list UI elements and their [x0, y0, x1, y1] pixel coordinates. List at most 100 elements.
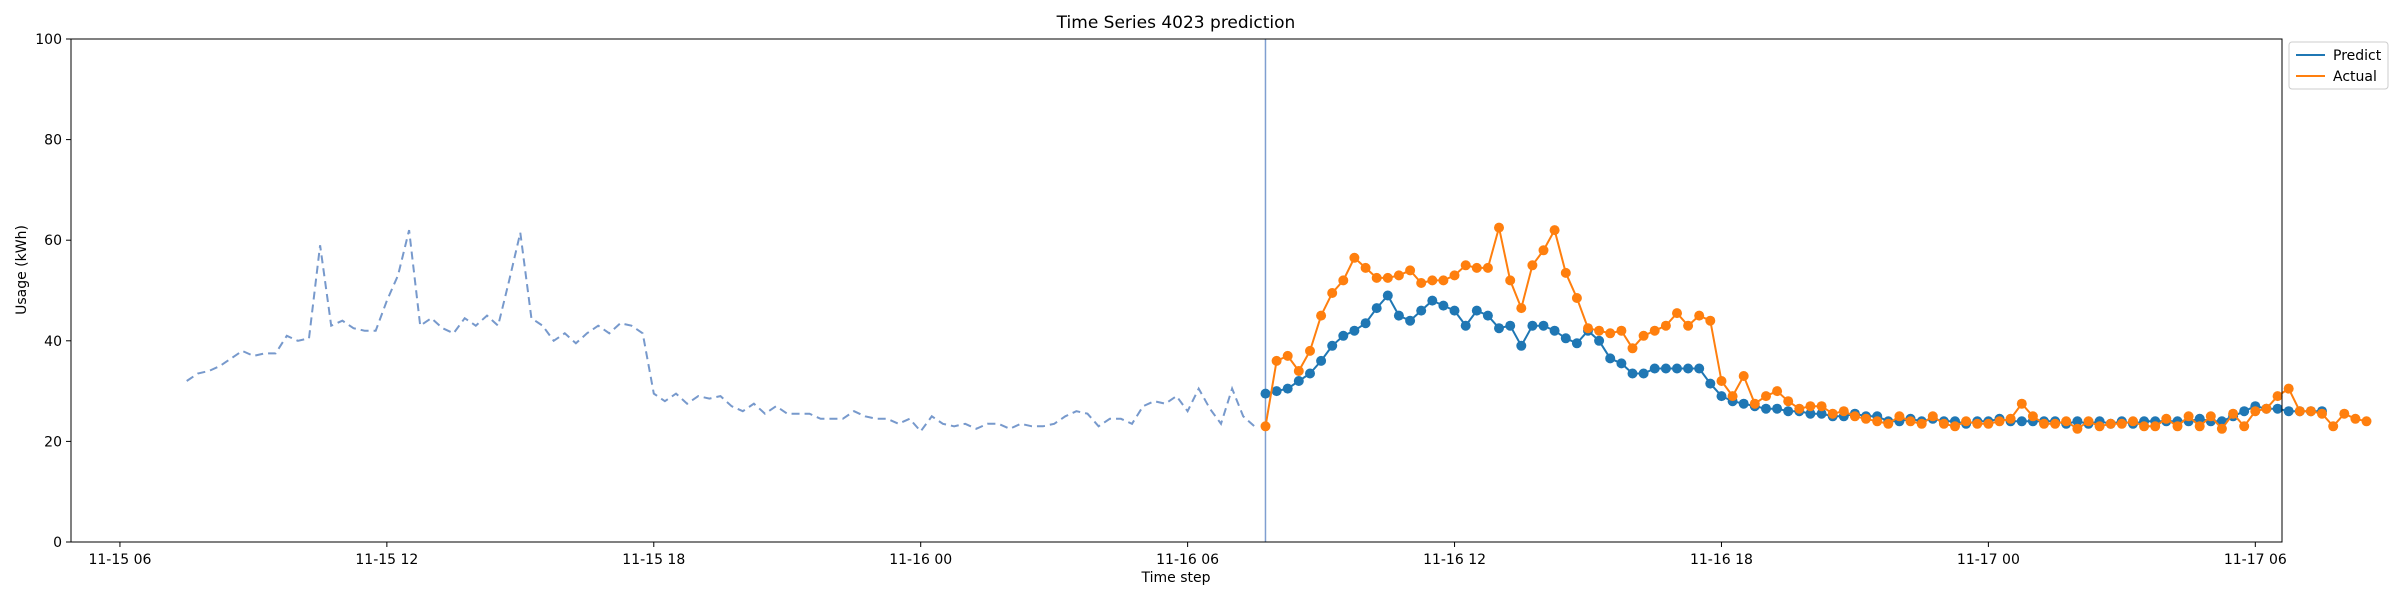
plot-frame	[70, 38, 2283, 543]
x-tick-label: 11-16 18	[1690, 552, 1753, 568]
plot-area	[70, 38, 2372, 543]
actual-point	[2183, 411, 2194, 422]
actual-point	[1950, 421, 1960, 432]
actual-point	[2317, 408, 2327, 419]
actual-point	[2216, 423, 2227, 434]
x-axis: 11-15 06 11-15 12 11-15 18 11-16 00 11-16 06…	[88, 542, 2287, 568]
actual-point	[1549, 225, 1560, 236]
actual-point	[1838, 406, 1849, 417]
predict-point	[2016, 416, 2027, 427]
actual-point	[1305, 345, 1315, 356]
predict-point	[1505, 320, 1516, 331]
predict-points	[1260, 290, 2327, 429]
predict-point	[1716, 391, 1727, 402]
legend-frame	[2288, 41, 2389, 90]
x-tick-label: 11-16 06	[1156, 552, 1219, 568]
actual-point	[1683, 320, 1694, 331]
actual-point	[2205, 411, 2216, 422]
actual-point	[2139, 421, 2150, 432]
y-tick-label: 20	[44, 434, 62, 450]
y-tick-label: 100	[35, 32, 62, 48]
predict-point	[1738, 398, 1749, 409]
actual-point	[1927, 411, 1938, 422]
actual-point	[2016, 398, 2027, 409]
actual-point	[1349, 252, 1360, 263]
actual-point	[1560, 267, 1571, 278]
actual-point	[2116, 418, 2127, 429]
actual-point	[1705, 315, 1716, 326]
predict-point	[1571, 338, 1582, 349]
actual-point	[1660, 320, 1671, 331]
x-tick-label: 11-15 06	[88, 552, 151, 568]
actual-point	[1494, 222, 1504, 233]
actual-point	[2350, 413, 2361, 424]
actual-point	[1849, 411, 1860, 422]
predict-point	[1594, 335, 1605, 346]
legend-actual-label: Actual	[2333, 69, 2377, 85]
predict-point	[1672, 363, 1682, 374]
predict-point	[2272, 403, 2283, 414]
x-tick-label: 11-15 18	[622, 552, 685, 568]
x-tick-label: 11-16 12	[1423, 552, 1486, 568]
actual-point	[2294, 406, 2305, 417]
actual-point	[2194, 421, 2205, 432]
predict-point	[1293, 376, 1304, 386]
actual-point	[1405, 265, 1416, 276]
predict-point	[1338, 330, 1349, 341]
y-tick-label: 0	[53, 535, 62, 551]
actual-point	[1571, 293, 1582, 303]
predict-point	[1638, 368, 1649, 379]
predict-point	[1382, 290, 1393, 301]
predict-point	[1393, 310, 1404, 321]
x-tick-label: 11-16 00	[889, 552, 952, 568]
predict-point	[1460, 320, 1471, 331]
actual-point	[2272, 391, 2283, 402]
predict-point	[1805, 408, 1816, 419]
predict-point	[1371, 303, 1382, 314]
predict-point	[1327, 340, 1338, 351]
actual-line	[1264, 227, 2367, 431]
actual-point	[1672, 308, 1682, 319]
actual-point	[1972, 418, 1983, 429]
actual-point	[2072, 423, 2083, 434]
predict-point	[1516, 340, 1527, 351]
predict-point	[1482, 310, 1493, 321]
actual-point	[1694, 310, 1705, 321]
x-tick-label: 11-17 06	[2224, 552, 2287, 568]
predict-point	[1427, 295, 1438, 306]
actual-point	[1527, 260, 1538, 271]
actual-point	[1382, 272, 1393, 283]
history-line	[186, 229, 1256, 433]
actual-point	[1260, 421, 1271, 432]
predict-point	[1360, 318, 1371, 329]
actual-point	[2027, 411, 2038, 422]
actual-point	[2083, 416, 2094, 427]
actual-point	[1327, 288, 1338, 298]
y-tick-label: 80	[44, 133, 62, 149]
predict-point	[1616, 358, 1627, 369]
predict-point	[2194, 413, 2205, 424]
actual-point	[2283, 383, 2294, 394]
actual-point	[2161, 413, 2172, 424]
actual-point	[1616, 325, 1627, 336]
x-tick-label: 11-17 00	[1957, 552, 2020, 568]
predict-point	[1649, 363, 1660, 374]
predict-point	[1761, 403, 1771, 414]
actual-point	[2050, 418, 2061, 429]
actual-point	[2261, 403, 2272, 414]
actual-point	[1905, 416, 1916, 427]
predict-point	[1694, 363, 1705, 374]
predict-point	[1527, 320, 1538, 331]
actual-point	[1416, 278, 1427, 288]
actual-point	[1872, 416, 1883, 427]
chart-title: Time Series 4023 prediction	[1056, 13, 1296, 33]
actual-point	[1727, 391, 1738, 402]
actual-point	[2128, 416, 2138, 427]
actual-point	[1783, 396, 1794, 407]
actual-point	[1916, 418, 1927, 429]
actual-point	[1983, 418, 1994, 429]
actual-point	[1738, 371, 1749, 381]
actual-point	[1282, 350, 1293, 361]
x-tick-label: 11-15 12	[355, 552, 418, 568]
actual-point	[1894, 411, 1905, 422]
